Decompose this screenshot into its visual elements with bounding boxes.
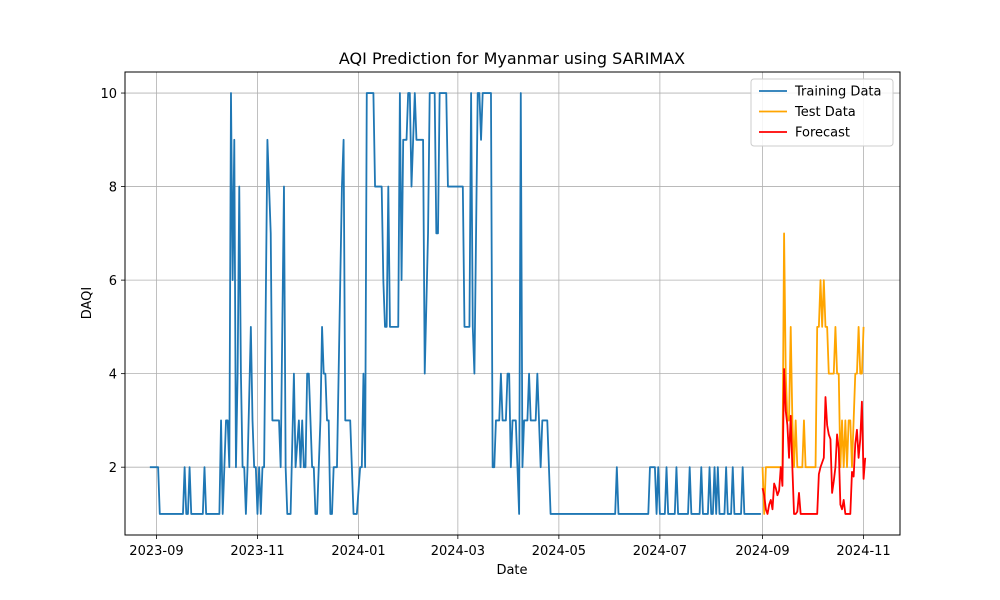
series-line-forecast <box>761 368 867 515</box>
legend-box <box>750 78 894 147</box>
y-tick-label: 10 <box>100 87 117 102</box>
y-tick-label: 4 <box>109 368 117 383</box>
y-tick-label: 8 <box>109 181 117 196</box>
legend-label: Forecast <box>795 126 850 141</box>
x-axis-label: Date <box>496 563 527 578</box>
chart-title: AQI Prediction for Myanmar using SARIMAX <box>339 49 685 68</box>
x-tick-label: 2024-01 <box>331 544 385 559</box>
x-tick-label: 2024-09 <box>735 544 789 559</box>
y-tick-label: 6 <box>109 274 117 289</box>
legend-label: Training Data <box>794 85 881 100</box>
x-tick-label: 2023-11 <box>230 544 284 559</box>
x-tick-label: 2024-05 <box>532 544 586 559</box>
x-tick-label: 2024-07 <box>633 544 687 559</box>
y-axis-label: DAQI <box>80 287 95 320</box>
legend: Training Data Test Data Forecast <box>750 78 894 147</box>
y-tick-label: 2 <box>109 461 117 476</box>
series-group <box>149 92 867 515</box>
x-tick-label: 2024-03 <box>431 544 485 559</box>
axis-ticks: 2023-09 2023-11 2024-01 2024-03 2024-05 2024-… <box>100 87 890 559</box>
plot-area-frame <box>124 71 901 536</box>
series-line-training-data <box>149 92 761 515</box>
x-tick-label: 2023-09 <box>129 544 183 559</box>
legend-label: Test Data <box>794 105 856 120</box>
x-tick-label: 2024-11 <box>836 544 890 559</box>
